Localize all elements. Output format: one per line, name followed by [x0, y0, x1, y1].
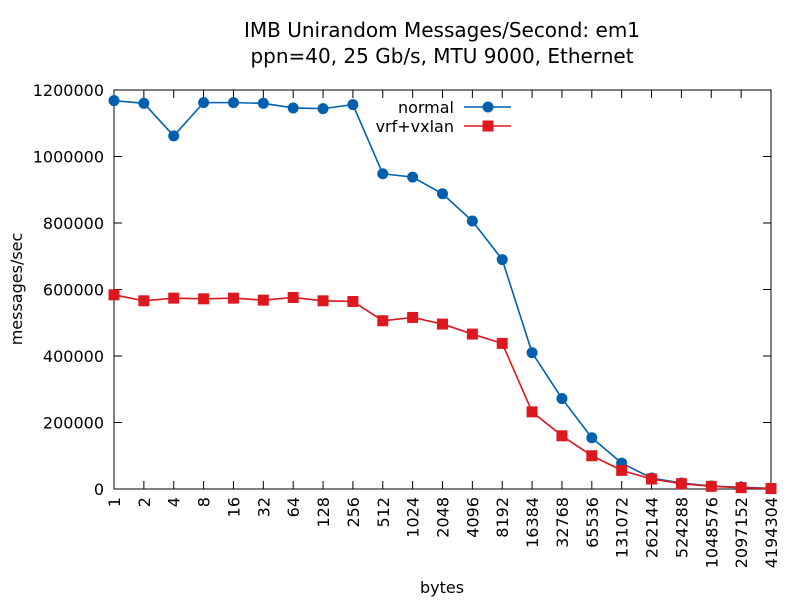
data-point — [168, 130, 180, 142]
data-point — [377, 315, 389, 327]
x-tick-label: 8192 — [493, 497, 512, 538]
data-point — [407, 171, 419, 183]
x-tick-label: 2 — [135, 497, 154, 507]
data-point — [466, 215, 478, 227]
data-point — [138, 97, 150, 109]
data-point — [287, 102, 299, 114]
data-point — [317, 295, 329, 307]
x-tick-label: 2048 — [434, 497, 453, 538]
data-point — [616, 464, 628, 476]
data-point — [347, 99, 359, 111]
x-tick-label: 65536 — [583, 497, 602, 548]
data-point — [287, 291, 299, 303]
data-point — [407, 311, 419, 323]
legend-marker — [482, 120, 494, 132]
legend-marker — [482, 101, 494, 113]
data-point — [496, 337, 508, 349]
data-point — [437, 188, 448, 200]
legend-label: normal — [398, 98, 454, 117]
plot-border — [113, 89, 772, 490]
data-point — [168, 292, 180, 304]
data-point — [437, 318, 448, 330]
series-line-normal — [113, 99, 772, 490]
data-point — [317, 103, 329, 115]
x-tick-label: 32 — [254, 497, 273, 517]
x-tick-label: 8 — [195, 497, 214, 507]
data-point — [765, 483, 777, 495]
data-point — [705, 480, 717, 492]
x-tick-label: 128 — [314, 497, 333, 528]
data-point — [257, 97, 269, 109]
data-point — [227, 97, 239, 109]
x-tick-label: 256 — [344, 497, 363, 528]
data-point — [138, 295, 150, 307]
data-point — [227, 292, 239, 304]
y-tick-label: 600000 — [43, 281, 104, 300]
y-tick-label: 800000 — [43, 214, 104, 233]
x-tick-label: 16384 — [523, 497, 542, 548]
chart-title: IMB Unirandom Messages/Second: em1 — [243, 18, 641, 42]
y-tick-label: 400000 — [43, 347, 104, 366]
y-tick-label: 1200000 — [33, 81, 104, 100]
data-point — [556, 430, 568, 442]
data-point — [347, 295, 359, 307]
data-point — [466, 328, 478, 340]
x-tick-label: 1048576 — [702, 497, 721, 568]
data-point — [377, 168, 389, 180]
x-tick-label: 16 — [224, 497, 243, 517]
chart-subtitle: ppn=40, 25 Gb/s, MTU 9000, Ethernet — [250, 44, 634, 68]
x-tick-label: 4096 — [463, 497, 482, 538]
data-point — [108, 95, 120, 107]
data-point — [735, 482, 747, 494]
data-point — [496, 254, 508, 266]
x-tick-label: 131072 — [613, 497, 632, 558]
x-tick-label: 512 — [374, 497, 393, 528]
x-tick-label: 1 — [105, 497, 124, 507]
y-tick-label: 200000 — [43, 414, 104, 433]
data-point — [526, 406, 538, 418]
data-point — [198, 293, 210, 305]
x-tick-label: 2097152 — [732, 497, 751, 568]
x-tick-label: 524288 — [672, 497, 691, 558]
y-tick-label: 0 — [94, 480, 104, 499]
x-tick-label: 64 — [284, 497, 303, 517]
x-tick-label: 4194304 — [762, 497, 781, 568]
data-point — [198, 97, 210, 109]
data-point — [586, 450, 598, 462]
x-tick-label: 32768 — [553, 497, 572, 548]
data-point — [108, 289, 120, 301]
data-point — [556, 393, 568, 405]
legend-label: vrf+vxlan — [376, 117, 454, 136]
data-point — [646, 473, 658, 485]
y-axis-label: messages/sec — [7, 233, 26, 346]
x-tick-label: 4 — [165, 497, 184, 507]
x-tick-label: 1024 — [404, 497, 423, 538]
data-point — [586, 432, 598, 444]
data-point — [257, 294, 269, 306]
x-axis-label: bytes — [420, 578, 464, 597]
data-point — [675, 478, 687, 490]
x-tick-label: 262144 — [643, 497, 662, 558]
y-tick-label: 1000000 — [33, 148, 104, 167]
data-point — [526, 347, 538, 359]
